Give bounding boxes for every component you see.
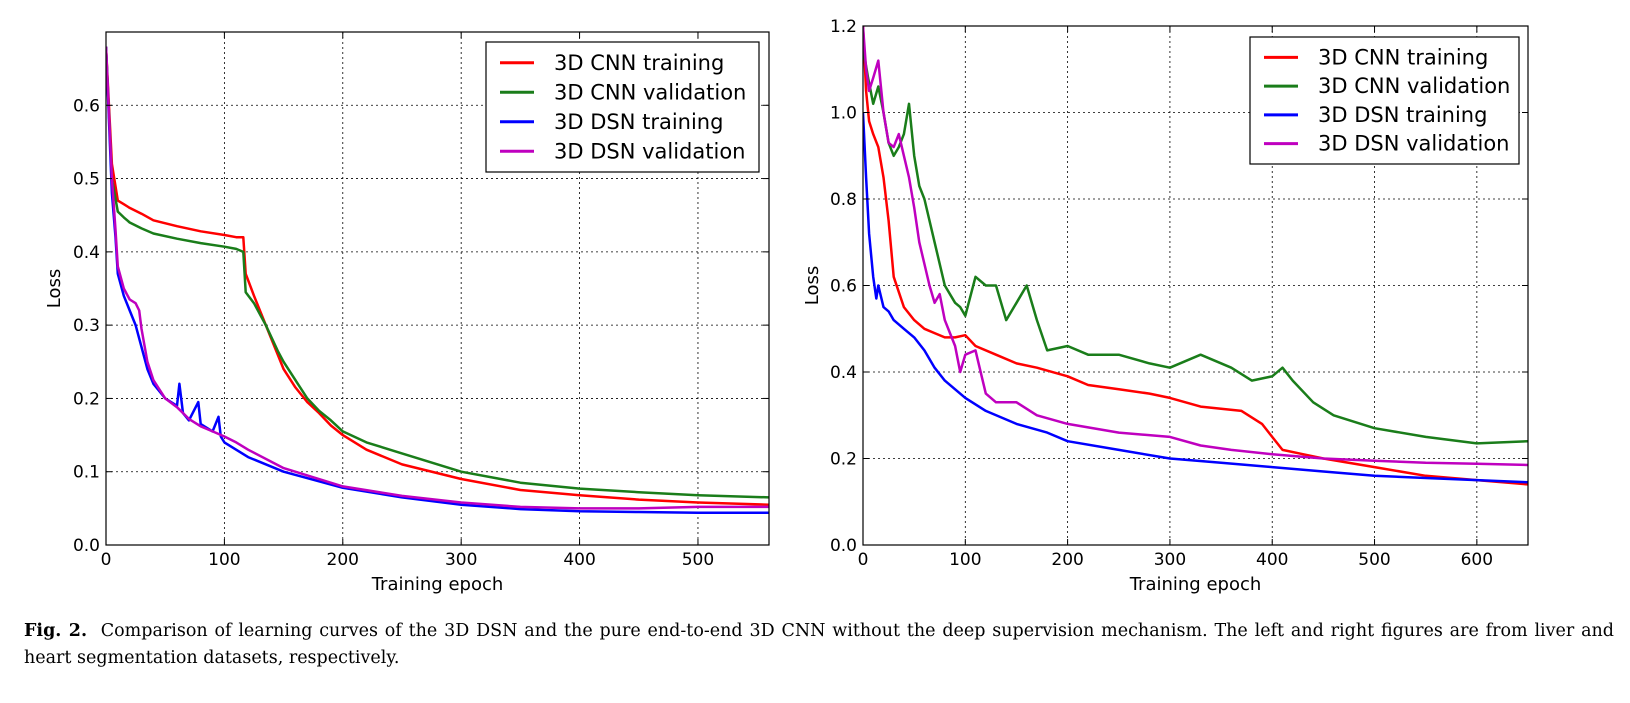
legend-label-3d-dsn-validation: 3D DSN validation	[1318, 132, 1509, 156]
y-tick-label: 0.2	[830, 450, 857, 470]
y-tick-label: 0.4	[830, 363, 857, 383]
y-tick-label: 0.5	[73, 170, 100, 190]
x-axis-label: Training epoch	[371, 574, 504, 595]
x-tick-label: 100	[208, 550, 240, 570]
y-tick-label: 0.1	[73, 463, 100, 483]
figure: 0 100 200 300 400 500 0.0 0.1 0.2 0.3 0.4 0.5 0.6 Tra…	[44, 17, 1529, 595]
x-tick-label: 600	[1461, 550, 1493, 570]
y-tick-label: 0.4	[73, 243, 100, 263]
x-tick-label: 300	[1154, 550, 1186, 570]
legend-label-3d-cnn-training: 3D CNN training	[554, 51, 724, 75]
series-line-3d-cnn-validation	[106, 46, 769, 499]
y-tick-label: 0.2	[73, 389, 100, 409]
x-tick-label: 300	[445, 550, 477, 570]
legend-label-3d-cnn-training: 3D CNN training	[1318, 45, 1488, 69]
caption-text: Comparison of learning curves of the 3D …	[24, 621, 1614, 668]
series-line-3d-cnn-training	[863, 26, 1528, 486]
x-tick-label: 0	[101, 550, 112, 570]
x-tick-label: 100	[949, 550, 981, 570]
x-tick-label: 200	[327, 550, 359, 570]
legend-label-3d-cnn-validation: 3D CNN validation	[554, 80, 746, 104]
series-line-3d-dsn-validation	[106, 46, 769, 510]
legend-label-3d-dsn-training: 3D DSN training	[554, 110, 723, 134]
y-tick-label: 0.0	[73, 536, 100, 556]
x-tick-label: 200	[1051, 550, 1083, 570]
y-axis-label: Loss	[44, 269, 65, 308]
right-chart: 0 100 200 300 400 500 600 0.0 0.2 0.4 0.6 0.8 1.0 1.2…	[802, 17, 1529, 595]
y-tick-label: 0.6	[830, 277, 857, 297]
y-tick-label: 1.2	[830, 17, 857, 37]
x-tick-label: 400	[1256, 550, 1288, 570]
x-tick-label: 500	[682, 550, 714, 570]
x-axis-label: Training epoch	[1129, 574, 1262, 595]
legend: 3D CNN training 3D CNN validation 3D DSN t…	[485, 41, 760, 173]
series-line-3d-dsn-validation	[863, 26, 1528, 467]
legend-label-3d-dsn-training: 3D DSN training	[1318, 103, 1487, 127]
caption-label: Fig. 2.	[24, 621, 88, 641]
series-line-3d-dsn-training	[863, 112, 1528, 484]
y-tick-label: 0.3	[73, 316, 100, 336]
legend-label-3d-cnn-validation: 3D CNN validation	[1318, 74, 1510, 98]
left-chart: 0 100 200 300 400 500 0.0 0.1 0.2 0.3 0.4 0.5 0.6 Tra…	[44, 31, 770, 595]
series-group	[863, 26, 1528, 486]
y-tick-label: 1.0	[830, 104, 857, 124]
y-tick-label: 0.6	[73, 96, 100, 116]
y-axis-label: Loss	[802, 266, 823, 305]
legend: 3D CNN training 3D CNN validation 3D DSN t…	[1249, 36, 1520, 165]
series-line-3d-dsn-training	[106, 46, 769, 515]
y-tick-label: 0.8	[830, 190, 857, 210]
x-tick-label: 500	[1358, 550, 1390, 570]
legend-label-3d-dsn-validation: 3D DSN validation	[554, 139, 745, 163]
plot-frame	[105, 31, 770, 546]
figure-caption: Fig. 2. Comparison of learning curves of…	[24, 618, 1614, 672]
x-tick-label: 0	[858, 550, 869, 570]
y-tick-label: 0.0	[830, 536, 857, 556]
x-tick-label: 400	[563, 550, 595, 570]
series-group	[106, 46, 769, 515]
series-line-3d-cnn-validation	[863, 47, 1528, 445]
